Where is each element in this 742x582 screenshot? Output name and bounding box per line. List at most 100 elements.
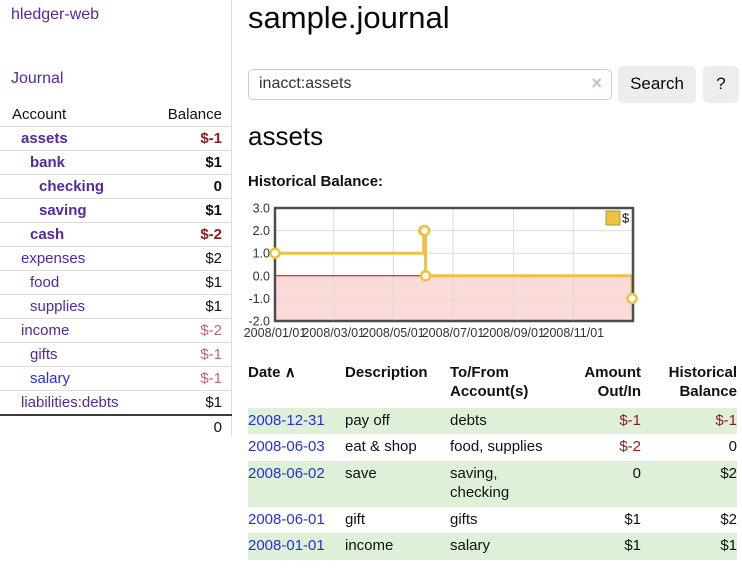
svg-text:3.0: 3.0 [253,202,270,216]
account-row-gifts: gifts $-1 [0,342,232,366]
register-date-link[interactable]: 2008-06-03 [248,438,325,456]
register-row: 2008-06-03 eat & shop food, supplies $-2… [248,434,737,461]
svg-text:2008/07/01: 2008/07/01 [422,326,485,340]
register-row: 2008-06-02 save saving, checking 0 $2 [248,461,737,507]
account-row-salary: salary $-1 [0,366,232,390]
account-balance: $1 [205,154,222,171]
register-description: income [345,537,394,555]
account-row-checking: checking 0 [0,174,232,198]
account-balance: $-1 [200,346,222,363]
account-balance: $1 [205,298,222,315]
date-column-header[interactable]: Date ∧ [248,364,296,381]
account-link-cash[interactable]: cash [30,226,65,243]
sidebar: hledger-web Journal Account Balance asse… [0,0,232,436]
register-accounts: gifts [450,510,478,528]
account-balance: $1 [205,274,222,291]
svg-text:2008/11/01: 2008/11/01 [543,326,605,340]
account-link-supplies[interactable]: supplies [30,298,86,315]
svg-text:1.0: 1.0 [253,247,270,261]
register-amount: 0 [632,465,641,482]
account-balance: $1 [205,394,222,411]
account-column-header: Account [12,105,67,123]
register-header-row: Date ∧ Description To/From Account(s) Am… [248,362,737,408]
register-balance: 0 [728,438,737,456]
sort-ascending-icon: ∧ [284,364,296,381]
account-row-liabilities-debts: liabilities:debts $1 [0,390,232,414]
total-balance: 0 [213,418,222,436]
register-accounts: food, supplies [450,438,543,456]
chart-canvas: $3.0 2.0 1.0 0.0 -1.0 -2.02008/01/012008/03/0… [244,202,638,340]
svg-text:2008/05/01: 2008/05/01 [362,326,425,340]
account-total-row: 0 [0,414,232,438]
account-row-food: food $1 [0,270,232,294]
app-title-link[interactable]: hledger-web [11,6,100,23]
account-balance: $-2 [200,322,222,339]
register-balance: $-1 [715,411,737,429]
account-balance: $1 [205,202,222,219]
balance-column-header: Balance [167,105,222,123]
search-help-button[interactable]: ? [703,65,739,103]
account-balance: $-1 [200,130,222,147]
register-date-link[interactable]: 2008-01-01 [248,537,325,555]
svg-text:2008/03/01: 2008/03/01 [302,326,365,340]
register-balance: $2 [720,465,737,482]
register-row: 2008-01-01 income salary $1 $1 [248,533,737,560]
balance-column-header: Historical Balance [668,364,737,400]
account-link-assets[interactable]: assets [21,130,68,147]
nav-journal-link[interactable]: Journal [11,70,64,87]
register-date-link[interactable]: 2008-06-02 [248,465,325,482]
account-link-gifts[interactable]: gifts [30,346,58,363]
register-table: Date ∧ Description To/From Account(s) Am… [248,362,737,560]
register-row: 2008-06-01 gift gifts $1 $2 [248,507,737,534]
register-date-link[interactable]: 2008-12-31 [248,411,325,429]
svg-text:$: $ [622,211,630,226]
account-link-bank[interactable]: bank [30,154,66,171]
account-link-saving[interactable]: saving [39,202,87,219]
account-row-expenses: expenses $2 [0,246,232,270]
svg-text:2008/09/01: 2008/09/01 [482,326,545,340]
account-heading: assets [248,121,324,151]
register-description: pay off [345,411,390,429]
register-accounts: salary [450,537,491,555]
register-accounts: debts [450,411,487,429]
search-form: × Search ? [248,65,739,103]
register-description: gift [345,510,366,528]
register-date-link[interactable]: 2008-06-01 [248,510,325,528]
register-description: eat & shop [345,438,417,456]
svg-text:-2.0: -2.0 [248,315,270,329]
register-balance: $1 [720,537,737,555]
register-amount: $-2 [619,438,641,456]
search-button[interactable]: Search [618,65,696,103]
account-link-checking[interactable]: checking [39,178,105,195]
account-link-food[interactable]: food [30,274,60,291]
register-balance: $2 [720,510,737,528]
register-description: save [345,465,377,482]
search-input[interactable] [248,68,612,100]
account-row-cash: cash $-2 [0,222,232,246]
account-balance: $2 [205,250,222,267]
historical-balance-chart: $3.0 2.0 1.0 0.0 -1.0 -2.0 2008/01/01 2008/03/0… [244,196,640,342]
account-link-expenses[interactable]: expenses [21,250,86,267]
account-row-assets: assets $-1 [0,126,232,150]
tofrom-column-header: To/From Account(s) [450,364,529,400]
account-row-saving: saving $1 [0,198,232,222]
page-title: sample.journal [248,0,450,35]
account-balance: $-1 [200,370,222,387]
register-amount: $1 [624,537,641,555]
register-accounts: saving, checking [450,465,510,501]
account-link-liabilities-debts[interactable]: liabilities:debts [21,394,119,411]
account-balance: $-2 [200,226,222,243]
account-link-income[interactable]: income [21,322,70,339]
svg-text:2.0: 2.0 [253,224,270,238]
account-row-supplies: supplies $1 [0,294,232,318]
register-amount: $-1 [619,411,641,429]
account-link-salary[interactable]: salary [30,370,71,387]
clear-search-icon[interactable]: × [591,72,602,93]
account-balance-table: Account Balance assets $-1 bank $1 check… [0,102,232,438]
main-content: sample.journal × Search ? assets Histori… [244,0,742,582]
description-column-header: Description [345,364,428,381]
svg-text:-1.0: -1.0 [248,292,270,306]
amount-column-header: Amount Out/In [584,364,641,400]
chart-title: Historical Balance: [248,173,384,190]
